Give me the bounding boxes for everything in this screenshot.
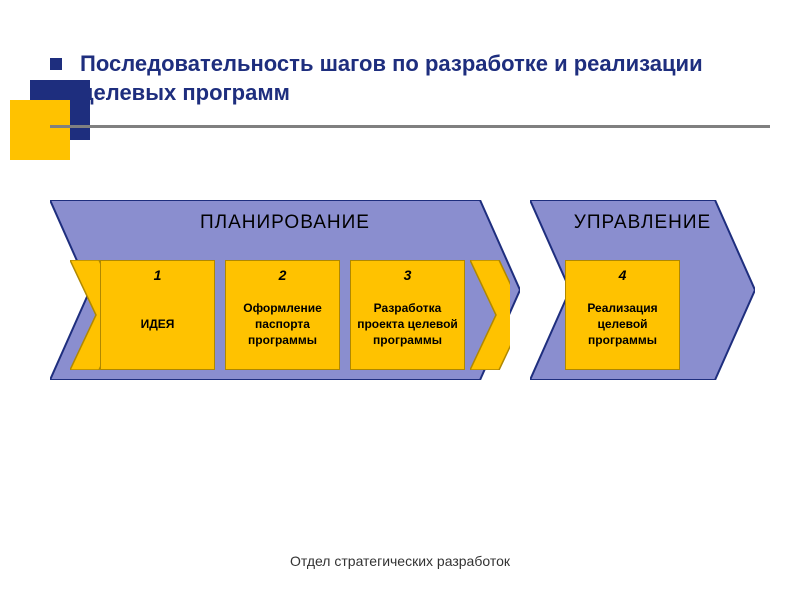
page-title: Последовательность шагов по разработке и… [80,50,760,107]
step-box: 3Разработка проекта целевой программы [350,260,465,370]
title-bullet [50,58,62,70]
step-chevron-icon [470,260,510,370]
step-label: Разработка проекта целевой программы [351,279,464,369]
step-label: Реализация целевой программы [566,279,679,369]
process-diagram: ПЛАНИРОВАНИЕ УПРАВЛЕНИЕ 1ИДЕЯ2Оформление п… [40,200,760,420]
step-box: 2Оформление паспорта программы [225,260,340,370]
divider-line [50,125,770,128]
phase-label: ПЛАНИРОВАНИЕ [50,212,520,234]
deco-square-yellow [10,100,70,160]
header: Последовательность шагов по разработке и… [80,50,760,107]
phase-label: УПРАВЛЕНИЕ [530,212,755,234]
step-label: ИДЕЯ [137,279,179,369]
step-label: Оформление паспорта программы [226,279,339,369]
footer-text: Отдел стратегических разработок [0,552,800,570]
step-box: 1ИДЕЯ [100,260,215,370]
step-box: 4Реализация целевой программы [565,260,680,370]
